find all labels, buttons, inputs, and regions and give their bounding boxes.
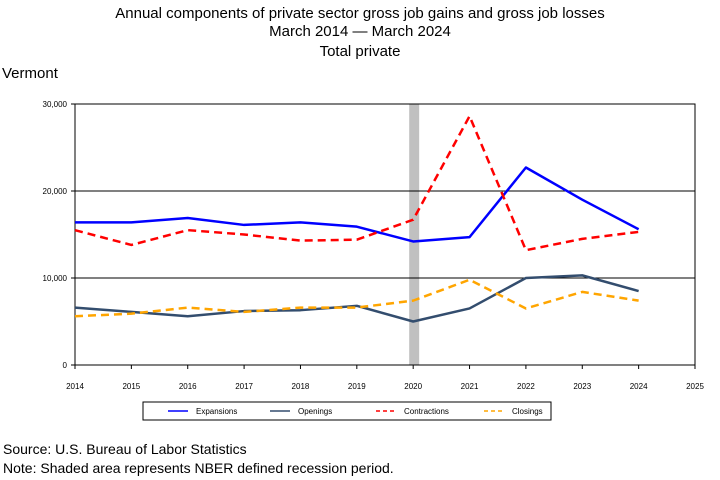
y-tick-label: 30,000: [43, 100, 68, 109]
x-tick-label: 2017: [235, 382, 253, 391]
legend-box: [142, 401, 552, 421]
x-tick-label: 2019: [348, 382, 366, 391]
x-tick-label: 2024: [630, 382, 648, 391]
source-note: Source: U.S. Bureau of Labor Statistics: [3, 441, 247, 457]
x-tick-label: 2018: [292, 382, 310, 391]
x-tick-label: 2014: [66, 382, 84, 391]
legend-label-openings: Openings: [298, 407, 332, 416]
x-tick-label: 2015: [122, 382, 140, 391]
legend-label-expansions: Expansions: [196, 407, 237, 416]
legend-label-contractions: Contractions: [404, 407, 449, 416]
y-tick-label: 20,000: [43, 187, 68, 196]
x-tick-label: 2023: [573, 382, 591, 391]
axis-layer: 0 10,000 20,000 30,000 2014 2015 2016 2017 2018 2…: [43, 100, 705, 391]
recession-note: Note: Shaded area represents NBER define…: [3, 460, 394, 476]
series-line-expansions: [75, 166, 640, 243]
x-tick-label: 2025: [686, 382, 704, 391]
series-line-closings: [74, 278, 639, 318]
legend: Expansions Openings Contractions Closings: [142, 401, 552, 421]
region-label: Vermont: [2, 65, 58, 82]
chart-title: Annual components of private sector gros…: [115, 5, 605, 22]
recession-shading-layer: [409, 104, 420, 365]
y-tick-label: 0: [63, 361, 68, 370]
series-line-openings: [74, 274, 639, 323]
plot-frame: [74, 103, 696, 366]
legend-label-closings: Closings: [512, 407, 543, 416]
recession-shade: [409, 104, 420, 365]
x-tick-label: 2016: [179, 382, 197, 391]
x-tick-label: 2021: [461, 382, 479, 391]
y-tick-label: 10,000: [43, 274, 68, 283]
series-line-contractions: [74, 114, 639, 252]
chart-subtitle-period: March 2014 — March 2024: [269, 23, 451, 40]
x-tick-label: 2020: [404, 382, 422, 391]
series-layer: [74, 114, 640, 323]
chart-subtitle-industry: Total private: [319, 43, 401, 60]
x-tick-label: 2022: [517, 382, 535, 391]
